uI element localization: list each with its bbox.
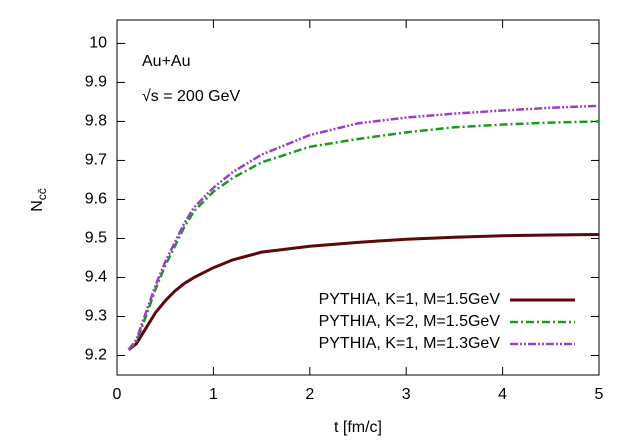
series-line [127, 233, 600, 351]
plot-frame [116, 19, 600, 376]
y-tick-label: 9.8 [85, 113, 107, 130]
legend-label: PYTHIA, K=1, M=1.3GeV [319, 335, 501, 352]
y-tick-label: 9.5 [85, 230, 107, 247]
annotation: √s = 200 GeV [142, 88, 241, 105]
y-label-sub: cc̄ [35, 188, 49, 200]
y-label-main: N [29, 200, 46, 212]
x-tick-label: 5 [595, 386, 604, 403]
x-tick-label: 2 [305, 386, 314, 403]
y-tick-label: 9.3 [85, 308, 107, 325]
series-line [127, 120, 600, 351]
y-axis-label: Ncc̄ [29, 188, 49, 212]
y-tick-label: 9.6 [85, 191, 107, 208]
x-tick-label: 4 [498, 386, 507, 403]
x-tick-label: 3 [402, 386, 411, 403]
y-tick-label: 9.4 [85, 269, 107, 286]
legend-label: PYTHIA, K=2, M=1.5GeV [319, 313, 501, 330]
x-tick-label: 1 [209, 386, 218, 403]
x-axis-label: t [fm/c] [334, 419, 382, 436]
y-tick-label: 9.2 [85, 347, 107, 364]
y-tick-label: 10 [89, 35, 107, 52]
legend-label: PYTHIA, K=1, M=1.5GeV [319, 291, 501, 308]
series-line [127, 104, 600, 351]
y-tick-label: 9.7 [85, 152, 107, 169]
y-tick-label: 9.9 [85, 74, 107, 91]
x-tick-label: 0 [113, 386, 122, 403]
annotation: Au+Au [142, 53, 190, 70]
